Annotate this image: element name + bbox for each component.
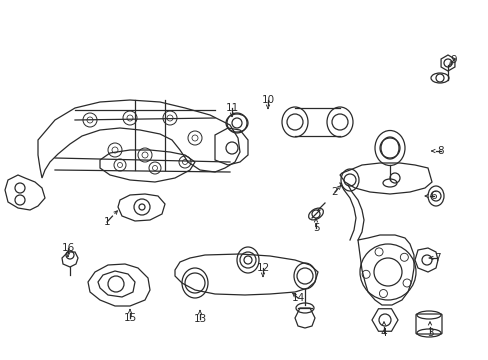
Text: 2: 2 bbox=[331, 187, 338, 197]
Text: 3: 3 bbox=[426, 328, 432, 338]
Text: 1: 1 bbox=[103, 217, 110, 227]
Text: 11: 11 bbox=[225, 103, 238, 113]
Text: 15: 15 bbox=[123, 313, 136, 323]
Text: 6: 6 bbox=[430, 191, 436, 201]
Text: 9: 9 bbox=[450, 55, 456, 65]
Text: 8: 8 bbox=[437, 146, 444, 156]
Text: 10: 10 bbox=[261, 95, 274, 105]
Text: 7: 7 bbox=[433, 253, 439, 263]
Text: 16: 16 bbox=[61, 243, 75, 253]
Text: 4: 4 bbox=[380, 328, 386, 338]
Text: 14: 14 bbox=[291, 293, 304, 303]
Text: 13: 13 bbox=[193, 314, 206, 324]
Text: 12: 12 bbox=[256, 263, 269, 273]
Text: 5: 5 bbox=[312, 223, 319, 233]
